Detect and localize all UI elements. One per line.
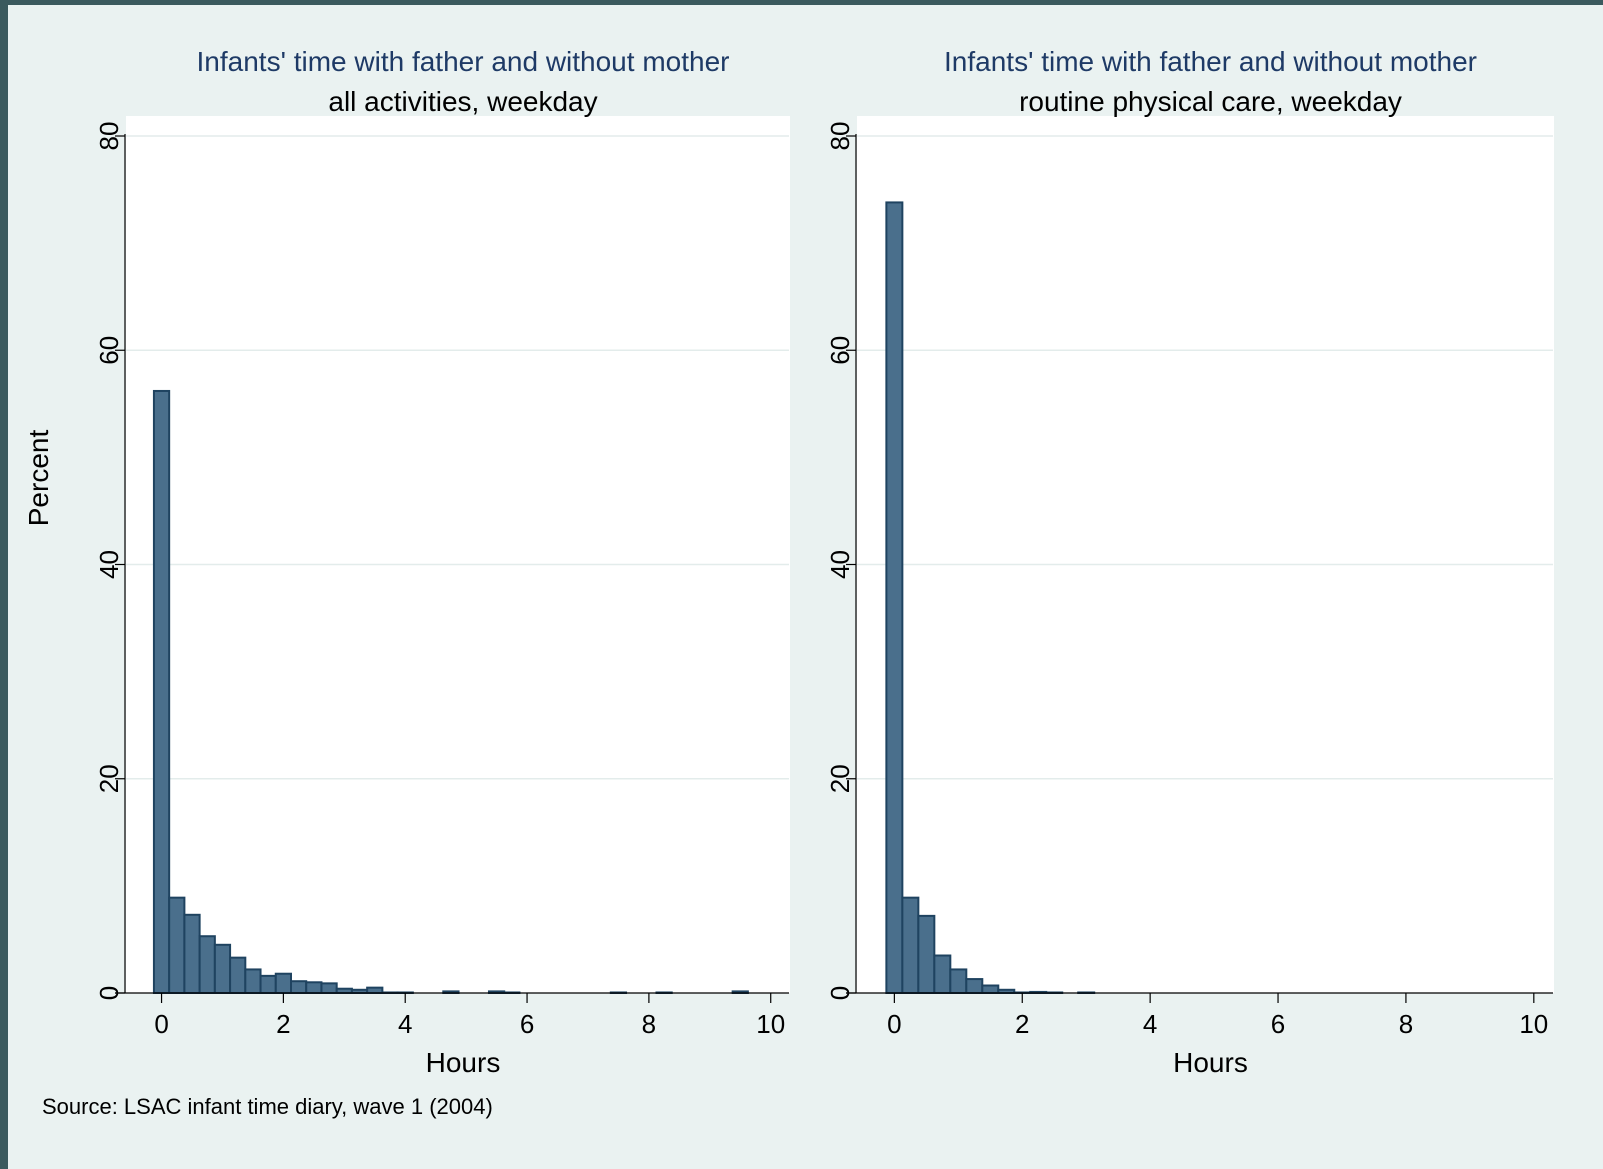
chart-subtitle: all activities, weekday bbox=[328, 86, 597, 117]
chart-title: Infants' time with father and without mo… bbox=[197, 46, 730, 77]
histogram-bar bbox=[305, 981, 323, 994]
x-tick-label: 8 bbox=[1399, 1009, 1413, 1039]
histogram-bar bbox=[274, 972, 292, 995]
x-tick-label: 4 bbox=[1143, 1009, 1157, 1039]
x-tick-label: 6 bbox=[1271, 1009, 1285, 1039]
x-axis-title: Hours bbox=[1173, 1047, 1248, 1078]
y-axis-title: Percent bbox=[23, 430, 54, 527]
y-tick-label: 20 bbox=[94, 764, 124, 793]
histogram-bar bbox=[933, 954, 952, 994]
y-tick-label: 0 bbox=[94, 986, 124, 1000]
x-axis-title: Hours bbox=[426, 1047, 501, 1078]
x-tick-label: 8 bbox=[642, 1009, 656, 1039]
histogram-bar bbox=[168, 896, 186, 994]
histogram-bar bbox=[244, 968, 262, 994]
histogram-bar bbox=[917, 914, 936, 994]
histogram-bar bbox=[229, 956, 247, 994]
histogram-bar bbox=[259, 974, 277, 994]
chart-subtitle: routine physical care, weekday bbox=[1019, 86, 1402, 117]
histogram-bar bbox=[885, 201, 904, 995]
x-tick-label: 10 bbox=[756, 1009, 785, 1039]
histogram-bar bbox=[366, 986, 384, 994]
y-tick-label: 20 bbox=[825, 764, 855, 793]
x-tick-label: 6 bbox=[520, 1009, 534, 1039]
histogram-bar bbox=[335, 987, 353, 995]
x-tick-label: 0 bbox=[887, 1009, 901, 1039]
y-tick-label: 80 bbox=[94, 122, 124, 151]
y-tick-label: 60 bbox=[94, 336, 124, 365]
x-tick-label: 2 bbox=[1015, 1009, 1029, 1039]
x-tick-label: 4 bbox=[398, 1009, 412, 1039]
histogram-bar bbox=[183, 913, 201, 995]
plot-area-1 bbox=[126, 116, 790, 993]
histogram-bar bbox=[981, 984, 1000, 994]
histogram-bar bbox=[949, 968, 968, 994]
x-tick-label: 2 bbox=[276, 1009, 290, 1039]
y-tick-label: 40 bbox=[825, 550, 855, 579]
histogram-bar bbox=[198, 935, 216, 995]
histogram-bar bbox=[901, 896, 920, 994]
x-tick-label: 0 bbox=[154, 1009, 168, 1039]
y-tick-label: 80 bbox=[825, 122, 855, 151]
y-tick-label: 0 bbox=[825, 986, 855, 1000]
histogram-bar bbox=[213, 943, 232, 995]
plot-area-2 bbox=[857, 116, 1554, 993]
x-tick-label: 10 bbox=[1519, 1009, 1548, 1039]
chart-title: Infants' time with father and without mo… bbox=[944, 46, 1477, 77]
histogram-bar bbox=[320, 982, 338, 995]
y-tick-label: 40 bbox=[94, 550, 124, 579]
histogram-bar bbox=[152, 389, 171, 994]
histogram-bar bbox=[290, 980, 308, 994]
histogram-bar bbox=[965, 978, 984, 994]
y-tick-label: 60 bbox=[825, 336, 855, 365]
figure: 0 20 40 60 80 0 2 4 6 8 10 Infants' time with fathe… bbox=[8, 5, 1603, 1169]
source-note: Source: LSAC infant time diary, wave 1 (… bbox=[42, 1094, 493, 1119]
